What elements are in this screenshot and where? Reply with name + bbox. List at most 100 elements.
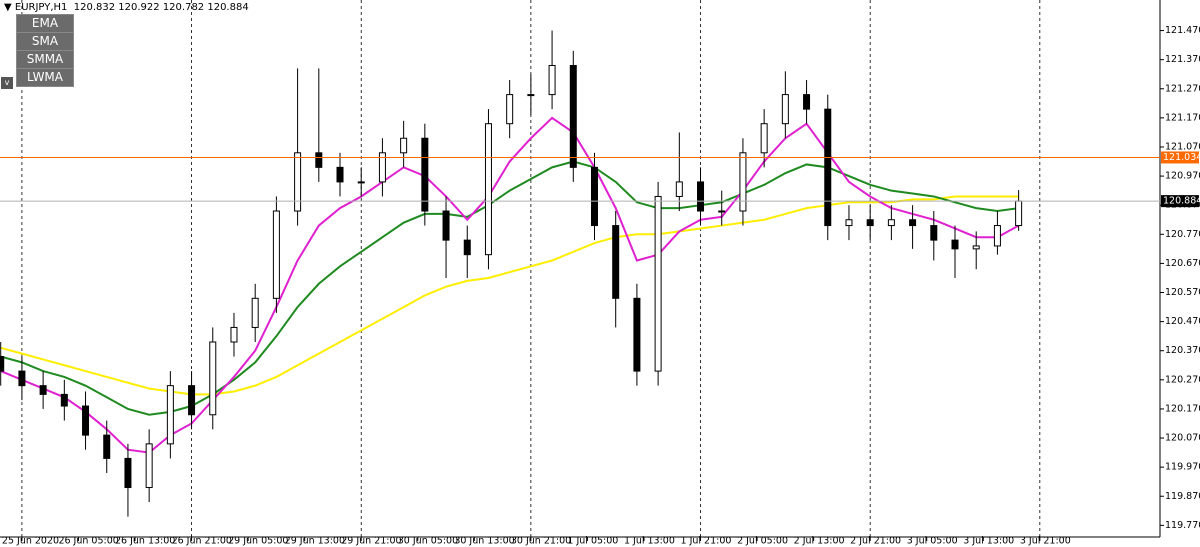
ma-button[interactable]: SMMA	[16, 50, 74, 69]
ma-button[interactable]: SMA	[16, 32, 74, 51]
candle-body	[739, 152, 747, 212]
x-tick-label: 29 Jun 21:00	[341, 536, 401, 547]
x-tick-label: 2 Jul 13:00	[794, 536, 845, 547]
candle-body	[315, 152, 323, 168]
candle-body	[484, 123, 492, 256]
y-tick-label: 121.470	[1165, 25, 1200, 36]
candle-body	[82, 405, 90, 436]
x-tick-label: 29 Jun 05:00	[228, 536, 288, 547]
moving-average	[0, 116, 1020, 454]
candle-body	[39, 385, 47, 395]
candle-body	[251, 297, 259, 328]
price-label-box	[1161, 151, 1199, 164]
x-tick-label: 2 Jul 05:00	[737, 536, 788, 547]
x-tick-label: 1 Jul 21:00	[681, 536, 732, 547]
y-tick-label: 120.570	[1165, 287, 1200, 298]
candle-body	[1015, 200, 1023, 227]
candle-body	[506, 94, 514, 125]
candle-body	[548, 64, 556, 96]
candle-body	[230, 326, 238, 343]
candle-body	[887, 219, 895, 227]
y-tick-label: 120.070	[1165, 433, 1200, 444]
candle-body	[824, 108, 832, 227]
y-tick-label: 120.470	[1165, 316, 1200, 327]
candle-body	[527, 94, 535, 97]
candle-body	[675, 181, 683, 197]
x-tick-label: 30 Jun 21:00	[511, 536, 571, 547]
candle-body	[18, 370, 26, 387]
ma-button[interactable]: LWMA	[16, 68, 74, 87]
y-tick-label: 121.170	[1165, 112, 1200, 123]
price-label: 121.034	[1163, 152, 1200, 163]
x-tick-label: 26 Jun 13:00	[115, 536, 175, 547]
toggle-button[interactable]: v	[1, 77, 13, 89]
y-tick-label: 120.770	[1165, 229, 1200, 240]
candle-body	[357, 181, 365, 184]
price-label-box	[1161, 195, 1199, 208]
candle-body	[951, 239, 959, 250]
candle-body	[972, 245, 980, 250]
candle-body	[0, 356, 5, 372]
candle-body	[612, 225, 620, 299]
candle-body	[654, 195, 662, 372]
candle-body	[866, 219, 874, 227]
candle-body	[145, 443, 153, 489]
quote-line: ▼ EURJPY,H1 120.832 120.922 120.782 120.…	[4, 2, 249, 13]
quote: 120.832 120.922 120.782 120.884	[73, 2, 249, 13]
candle-body	[993, 225, 1001, 247]
candle-body	[463, 239, 471, 256]
candle-body	[569, 64, 577, 168]
candle-body	[697, 181, 705, 212]
candle-body	[633, 297, 641, 372]
x-tick-label: 29 Jun 13:00	[285, 536, 345, 547]
ma-button[interactable]: EMA	[16, 14, 74, 33]
toolbar: ▼ EURJPY,H1 120.832 120.922 120.782 120.…	[4, 2, 249, 13]
candle-body	[166, 385, 174, 445]
x-tick-label: 26 Jun 05:00	[58, 536, 118, 547]
y-tick-label: 119.870	[1165, 491, 1200, 502]
candle-body	[60, 393, 68, 407]
x-tick-label: 3 Jul 13:00	[963, 536, 1014, 547]
candle-body	[124, 457, 132, 489]
x-tick-label: 30 Jun 05:00	[398, 536, 458, 547]
y-tick-label: 120.970	[1165, 171, 1200, 182]
candle-body	[803, 94, 811, 110]
moving-average	[0, 160, 1019, 416]
x-tick-label: 2 Jul 21:00	[850, 536, 901, 547]
symbol: EURJPY,H1	[14, 2, 68, 13]
price-label: 120.884	[1163, 196, 1200, 207]
candle-body	[909, 219, 917, 227]
moving-average	[0, 195, 1019, 396]
x-tick-label: 26 Jun 21:00	[172, 536, 232, 547]
candle-body	[209, 341, 217, 416]
x-tick-label: 3 Jul 21:00	[1020, 536, 1071, 547]
y-tick-label: 119.970	[1165, 462, 1200, 473]
candle-body	[781, 94, 789, 125]
candle-body	[421, 137, 429, 212]
y-tick-label: 121.370	[1165, 54, 1200, 65]
candle-body	[294, 152, 302, 212]
y-tick-label: 121.270	[1165, 83, 1200, 94]
candle-body	[336, 166, 344, 183]
x-tick-label: 3 Jul 05:00	[907, 536, 958, 547]
x-tick-label: 30 Jun 13:00	[454, 536, 514, 547]
candle-body	[378, 152, 386, 183]
y-tick-label: 120.270	[1165, 374, 1200, 385]
x-tick-label: 1 Jul 13:00	[624, 536, 675, 547]
y-tick-label: 120.170	[1165, 403, 1200, 414]
x-tick-label: 25 Jun 2020	[2, 536, 59, 547]
candle-body	[590, 166, 598, 227]
candle-body	[760, 123, 768, 154]
y-tick-label: 121.070	[1165, 141, 1200, 152]
candle-body	[845, 219, 853, 227]
y-tick-label: 119.770	[1165, 520, 1200, 531]
candle-body	[272, 210, 280, 299]
candle-body	[188, 385, 196, 416]
candle-body	[718, 210, 726, 213]
candle-body	[442, 210, 450, 241]
x-tick-label: 1 Jul 05:00	[567, 536, 618, 547]
y-tick-label: 120.370	[1165, 345, 1200, 356]
candle-body	[400, 137, 408, 154]
